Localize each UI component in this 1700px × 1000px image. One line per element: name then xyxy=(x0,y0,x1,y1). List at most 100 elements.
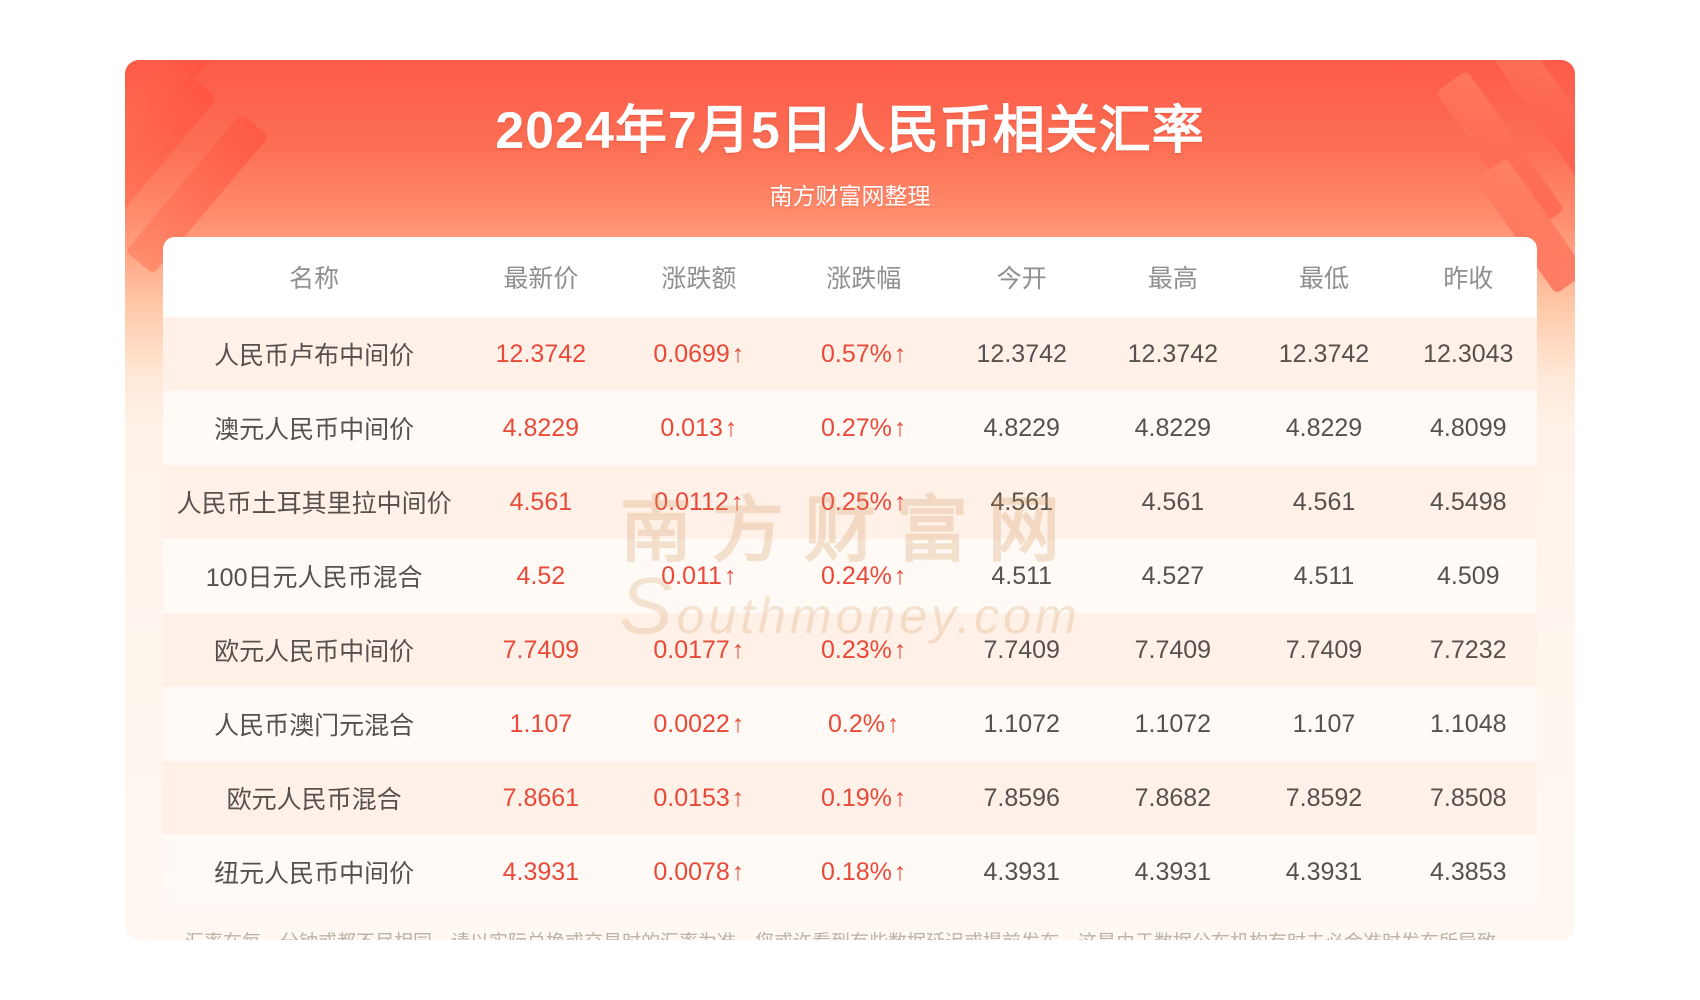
arrow-up-icon xyxy=(730,340,745,368)
table-row: 人民币卢布中间价12.37420.06990.57%12.374212.3742… xyxy=(163,317,1537,391)
table-header-row: 名称 最新价 涨跌额 涨跌幅 今开 最高 最低 昨收 xyxy=(163,237,1537,317)
cell-low: 12.3742 xyxy=(1248,317,1399,391)
col-header-last: 最新价 xyxy=(465,237,616,317)
cell-open: 7.7409 xyxy=(946,613,1097,687)
cell-pct: 0.23% xyxy=(781,613,946,687)
cell-pct: 0.2% xyxy=(781,687,946,761)
cell-name: 纽元人民币中间价 xyxy=(163,835,465,909)
table-row: 澳元人民币中间价4.82290.0130.27%4.82294.82294.82… xyxy=(163,391,1537,465)
table-row: 人民币澳门元混合1.1070.00220.2%1.10721.10721.107… xyxy=(163,687,1537,761)
cell-name: 澳元人民币中间价 xyxy=(163,391,465,465)
cell-pct: 0.27% xyxy=(781,391,946,465)
cell-high: 12.3742 xyxy=(1097,317,1248,391)
cell-prev: 12.3043 xyxy=(1400,317,1537,391)
cell-open: 1.1072 xyxy=(946,687,1097,761)
arrow-up-icon xyxy=(885,710,900,738)
page-subtitle: 南方财富网整理 xyxy=(163,177,1537,211)
cell-low: 1.107 xyxy=(1248,687,1399,761)
cell-low: 7.8592 xyxy=(1248,761,1399,835)
cell-pct: 0.19% xyxy=(781,761,946,835)
cell-prev: 4.8099 xyxy=(1400,391,1537,465)
cell-open: 7.8596 xyxy=(946,761,1097,835)
cell-high: 4.3931 xyxy=(1097,835,1248,909)
cell-last: 4.8229 xyxy=(465,391,616,465)
cell-high: 7.7409 xyxy=(1097,613,1248,687)
arrow-up-icon xyxy=(730,636,745,664)
col-header-pct: 涨跌幅 xyxy=(781,237,946,317)
cell-chg: 0.0078 xyxy=(616,835,781,909)
cell-prev: 1.1048 xyxy=(1400,687,1537,761)
cell-chg: 0.011 xyxy=(616,539,781,613)
cell-chg: 0.0153 xyxy=(616,761,781,835)
cell-open: 4.3931 xyxy=(946,835,1097,909)
cell-prev: 7.8508 xyxy=(1400,761,1537,835)
cell-chg: 0.013 xyxy=(616,391,781,465)
table-row: 100日元人民币混合4.520.0110.24%4.5114.5274.5114… xyxy=(163,539,1537,613)
table-row: 欧元人民币中间价7.74090.01770.23%7.74097.74097.7… xyxy=(163,613,1537,687)
table-row: 纽元人民币中间价4.39310.00780.18%4.39314.39314.3… xyxy=(163,835,1537,909)
cell-open: 4.511 xyxy=(946,539,1097,613)
cell-high: 4.561 xyxy=(1097,465,1248,539)
col-header-prev: 昨收 xyxy=(1400,237,1537,317)
arrow-up-icon xyxy=(892,414,907,442)
col-header-low: 最低 xyxy=(1248,237,1399,317)
col-header-open: 今开 xyxy=(946,237,1097,317)
cell-name: 欧元人民币混合 xyxy=(163,761,465,835)
rate-table: 名称 最新价 涨跌额 涨跌幅 今开 最高 最低 昨收 人民币卢布中间价 12.37… xyxy=(163,237,1537,909)
cell-name: 人民币土耳其里拉中间价 xyxy=(163,465,465,539)
arrow-up-icon xyxy=(892,488,907,516)
cell-last: 4.561 xyxy=(465,465,616,539)
cell-last: 7.7409 xyxy=(465,613,616,687)
cell-chg: 0.0112 xyxy=(616,465,781,539)
cell-chg: 0.0177 xyxy=(616,613,781,687)
cell-open: 12.3742 xyxy=(946,317,1097,391)
cell-name: 人民币澳门元混合 xyxy=(163,687,465,761)
arrow-up-icon xyxy=(723,414,738,442)
table-row: 人民币土耳其里拉中间价4.5610.01120.25%4.5614.5614.5… xyxy=(163,465,1537,539)
arrow-up-icon xyxy=(730,784,745,812)
cell-low: 4.511 xyxy=(1248,539,1399,613)
cell-low: 4.8229 xyxy=(1248,391,1399,465)
cell-last: 7.8661 xyxy=(465,761,616,835)
rate-card: 2024年7月5日人民币相关汇率 南方财富网整理 名称 最新价 涨跌额 涨跌幅 … xyxy=(125,60,1575,940)
cell-prev: 4.5498 xyxy=(1400,465,1537,539)
cell-pct: 0.25% xyxy=(781,465,946,539)
col-header-chg: 涨跌额 xyxy=(616,237,781,317)
footer-line1: 汇率在每一分钟或都不尽相同，请以实际兑换或交易时的汇率为准，您或许看到有些数据延… xyxy=(185,932,1515,940)
cell-name: 欧元人民币中间价 xyxy=(163,613,465,687)
cell-name: 100日元人民币混合 xyxy=(163,539,465,613)
arrow-up-icon xyxy=(892,562,907,590)
cell-low: 4.561 xyxy=(1248,465,1399,539)
arrow-up-icon xyxy=(892,636,907,664)
cell-low: 7.7409 xyxy=(1248,613,1399,687)
cell-prev: 7.7232 xyxy=(1400,613,1537,687)
col-header-name: 名称 xyxy=(163,237,465,317)
cell-high: 1.1072 xyxy=(1097,687,1248,761)
arrow-up-icon xyxy=(892,784,907,812)
cell-high: 7.8682 xyxy=(1097,761,1248,835)
arrow-up-icon xyxy=(730,858,745,886)
cell-last: 4.52 xyxy=(465,539,616,613)
arrow-up-icon xyxy=(730,710,745,738)
cell-name: 人民币卢布中间价 xyxy=(163,317,465,391)
cell-pct: 0.18% xyxy=(781,835,946,909)
cell-chg: 0.0022 xyxy=(616,687,781,761)
table-row: 欧元人民币混合7.86610.01530.19%7.85967.86827.85… xyxy=(163,761,1537,835)
cell-high: 4.527 xyxy=(1097,539,1248,613)
cell-pct: 0.24% xyxy=(781,539,946,613)
page-title: 2024年7月5日人民币相关汇率 xyxy=(163,88,1537,163)
rate-table-wrap: 名称 最新价 涨跌额 涨跌幅 今开 最高 最低 昨收 人民币卢布中间价 12.37… xyxy=(163,237,1537,909)
arrow-up-icon xyxy=(729,488,744,516)
arrow-up-icon xyxy=(722,562,737,590)
footer-disclaimer: 汇率在每一分钟或都不尽相同，请以实际兑换或交易时的汇率为准，您或许看到有些数据延… xyxy=(163,927,1537,940)
cell-open: 4.8229 xyxy=(946,391,1097,465)
cell-prev: 4.509 xyxy=(1400,539,1537,613)
cell-pct: 0.57% xyxy=(781,317,946,391)
col-header-high: 最高 xyxy=(1097,237,1248,317)
cell-last: 1.107 xyxy=(465,687,616,761)
cell-low: 4.3931 xyxy=(1248,835,1399,909)
cell-chg: 0.0699 xyxy=(616,317,781,391)
arrow-up-icon xyxy=(892,340,907,368)
cell-high: 4.8229 xyxy=(1097,391,1248,465)
arrow-up-icon xyxy=(892,858,907,886)
